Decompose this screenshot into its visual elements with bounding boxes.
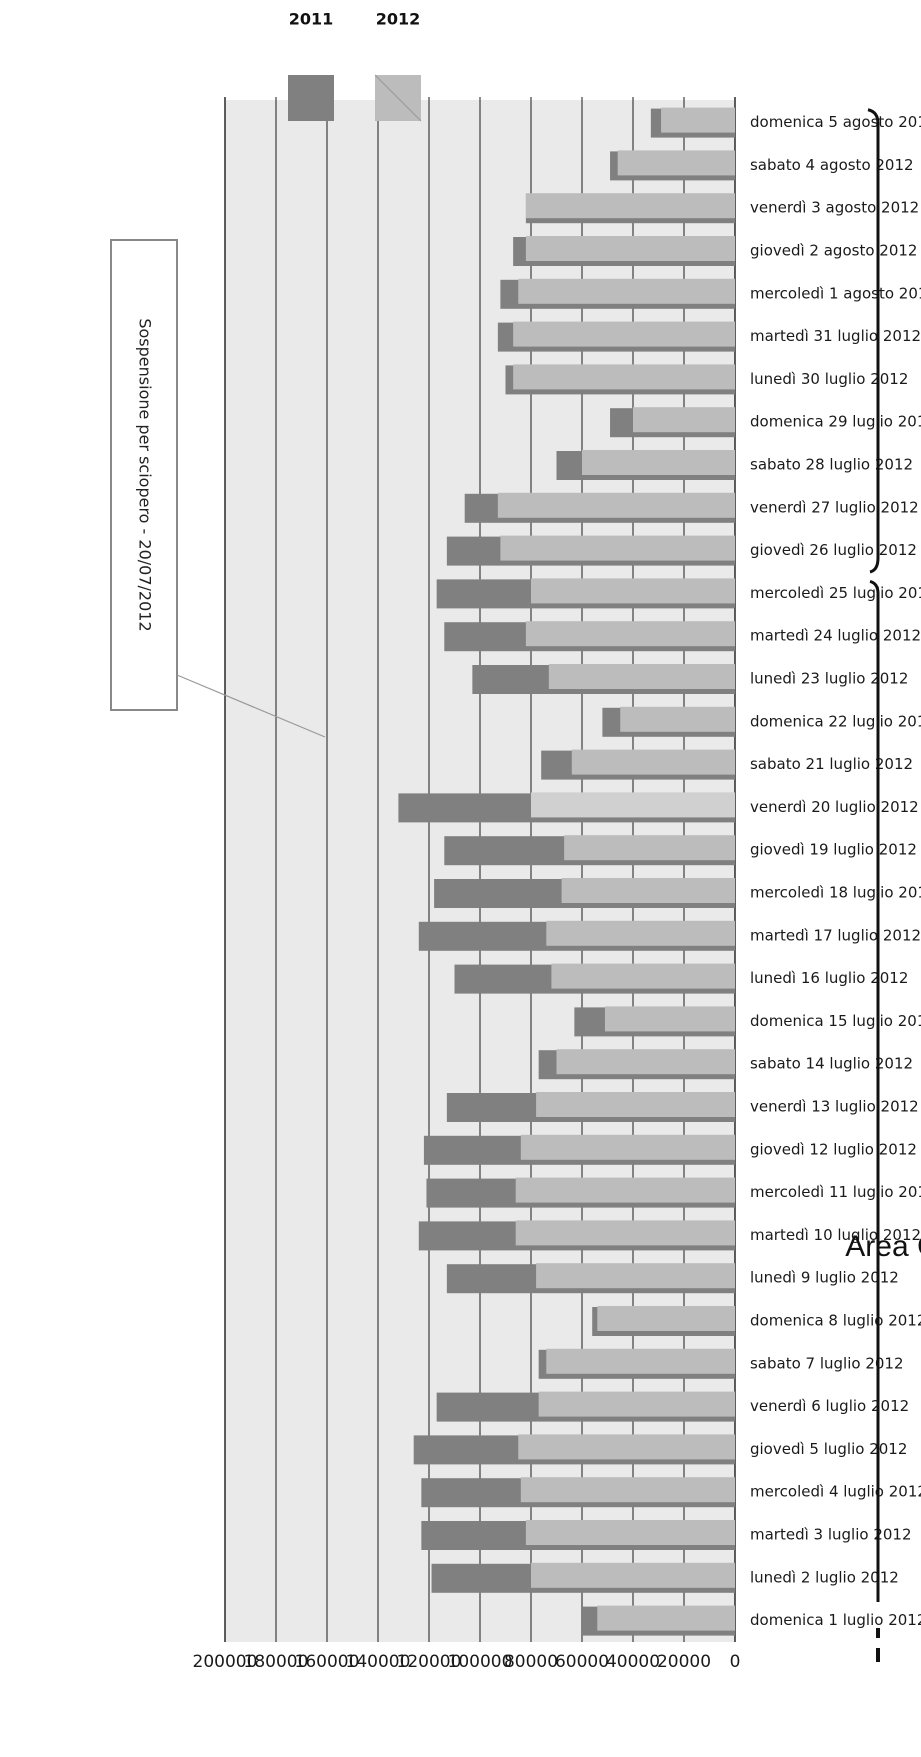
category-label: domenica 5 agosto 2012: [750, 113, 921, 131]
bar-2012: [515, 1220, 736, 1246]
tick-label: 40000: [606, 1652, 660, 1672]
bar-2012: [515, 1177, 736, 1203]
bar-2012: [546, 1348, 735, 1374]
tick-label: 120000: [397, 1652, 462, 1672]
bar-2012: [525, 1520, 736, 1545]
tick-label: 140000: [346, 1652, 411, 1672]
annotation-box: [110, 239, 178, 711]
tick-label: 80000: [504, 1652, 558, 1672]
bar-2012: [661, 107, 735, 133]
category-label: mercoledì 18 luglio 2012: [750, 884, 921, 902]
bar-2012: [520, 1477, 735, 1503]
bar-2012: [538, 1391, 736, 1417]
bar-2012: [617, 150, 736, 176]
category-label: domenica 1 luglio 2012: [750, 1611, 921, 1629]
bar-2012: [582, 450, 735, 475]
category-label: domenica 15 luglio 2012: [750, 1012, 921, 1030]
bar-2012: [497, 492, 735, 518]
bar-2012: [561, 878, 735, 903]
bar-2012: [513, 364, 736, 390]
bracket-august: [867, 108, 880, 574]
tick-label: 100000: [448, 1652, 513, 1672]
bar-2012: [518, 278, 735, 304]
bar-2012: [531, 792, 735, 818]
category-label: martedì 17 luglio 2012: [750, 926, 921, 944]
bar-2012: [525, 236, 736, 261]
category-label: mercoledì 1 agosto 2012: [750, 284, 921, 302]
tick-label: 180000: [244, 1652, 309, 1672]
tick-label: 160000: [295, 1652, 360, 1672]
category-label: domenica 8 luglio 2012: [750, 1312, 921, 1330]
tick-label: 20000: [657, 1652, 711, 1672]
bar-2012: [597, 1306, 735, 1331]
legend-label-2012: 2012: [376, 10, 421, 29]
category-label: giovedì 26 luglio 2012: [750, 541, 917, 559]
bar-2012: [564, 835, 736, 861]
category-label: sabato 21 luglio 2012: [750, 755, 913, 773]
bar-2012: [525, 621, 736, 647]
annotation-leader: [176, 674, 326, 738]
bar-2012: [531, 1562, 735, 1588]
category-label: venerdì 3 agosto 2012: [750, 199, 919, 217]
bar-2012: [518, 1434, 735, 1460]
bar-2012: [546, 920, 735, 946]
category-label: venerdì 20 luglio 2012: [750, 798, 919, 816]
category-label: giovedì 5 luglio 2012: [750, 1440, 907, 1458]
bar-2012: [620, 706, 735, 732]
category-label: venerdì 13 luglio 2012: [750, 1098, 919, 1116]
bar-2012: [520, 1134, 735, 1160]
bar-2012: [525, 193, 736, 219]
bar-2012: [531, 578, 735, 604]
category-label: giovedì 19 luglio 2012: [750, 841, 917, 859]
bracket-area-c: [869, 579, 880, 1602]
bar-2012: [633, 407, 735, 433]
legend-label-2011: 2011: [289, 10, 334, 29]
category-label: giovedì 2 agosto 2012: [750, 242, 917, 260]
category-label: mercoledì 11 luglio 2012: [750, 1183, 921, 1201]
bar-2012: [536, 1263, 735, 1289]
bar-2012: [513, 321, 736, 347]
category-label: venerdì 27 luglio 2012: [750, 498, 919, 516]
category-label: venerdì 6 luglio 2012: [750, 1397, 909, 1415]
category-label: lunedì 2 luglio 2012: [750, 1568, 899, 1586]
category-label: domenica 29 luglio 2012: [750, 413, 921, 431]
bar-2012: [597, 1605, 735, 1631]
bar-2012: [556, 1049, 735, 1075]
category-label: domenica 22 luglio 2012: [750, 712, 921, 730]
bar-2012: [500, 535, 735, 561]
tick-label: 0: [730, 1652, 741, 1672]
category-label: sabato 28 luglio 2012: [750, 456, 913, 474]
bar-2012: [604, 1006, 736, 1032]
category-label: lunedì 16 luglio 2012: [750, 969, 908, 987]
category-label: giovedì 12 luglio 2012: [750, 1140, 917, 1158]
tick-label: 60000: [555, 1652, 609, 1672]
legend-swatch-2011: [288, 75, 334, 121]
category-label: sabato 14 luglio 2012: [750, 1055, 913, 1073]
annotation-text: Sospensione per sciopero - 20/07/2012: [136, 318, 155, 631]
tick-label: 200000: [193, 1652, 258, 1672]
category-label: martedì 24 luglio 2012: [750, 627, 921, 645]
category-label: martedì 31 luglio 2012: [750, 327, 921, 345]
bar-2012: [548, 664, 735, 689]
bar-2012: [551, 963, 736, 989]
legend-swatch-hatch: [374, 74, 422, 122]
area-label: Area C: [845, 1230, 921, 1263]
category-label: lunedì 30 luglio 2012: [750, 370, 908, 388]
category-label: lunedì 23 luglio 2012: [750, 670, 908, 688]
category-label: mercoledì 25 luglio 2012: [750, 584, 921, 602]
category-label: sabato 4 agosto 2012: [750, 156, 914, 174]
bar-2012: [536, 1092, 735, 1117]
category-label: mercoledì 4 luglio 2012: [750, 1483, 921, 1501]
category-label: lunedì 9 luglio 2012: [750, 1269, 899, 1287]
category-label: sabato 7 luglio 2012: [750, 1354, 904, 1372]
category-label: martedì 3 luglio 2012: [750, 1526, 912, 1544]
bar-2012: [571, 749, 735, 775]
